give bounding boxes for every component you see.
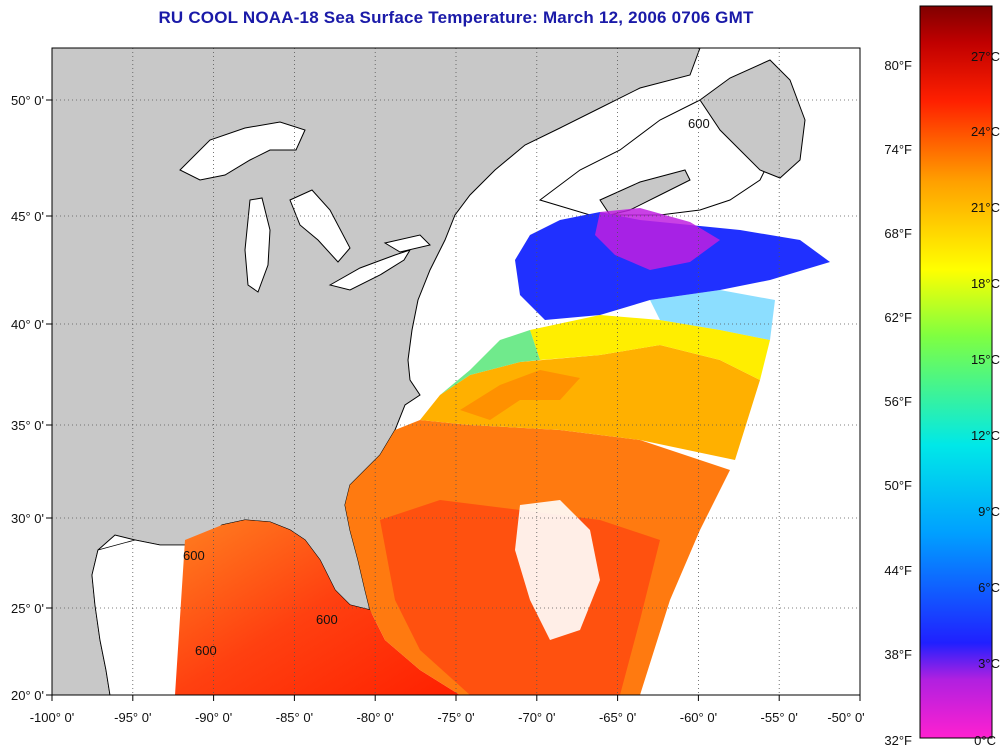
celsius-label: 0°C <box>974 733 996 748</box>
sst-gulf-stream-core <box>460 370 580 420</box>
fahrenheit-label: 62°F <box>884 310 912 325</box>
sst-cold-shelf-green <box>440 330 540 395</box>
lat-tick-label: 20° 0' <box>11 688 44 703</box>
lon-tick-label: -85° 0' <box>276 710 313 725</box>
sst-cloud-patch <box>515 500 600 640</box>
longitude-axis: -100° 0' -95° 0' -90° 0' -85° 0' -80° 0'… <box>30 710 865 725</box>
lon-tick-label: -50° 0' <box>827 710 864 725</box>
contour-label-canada: 600 <box>688 116 710 131</box>
contour-label-yucatan: 600 <box>195 643 217 658</box>
sst-slope-yellow <box>530 315 770 380</box>
lon-tick-label: -80° 0' <box>357 710 394 725</box>
axis-tick-marks <box>46 99 861 701</box>
celsius-label: 21°C <box>971 200 1000 215</box>
contour-label-gulf: 600 <box>183 548 205 563</box>
lon-tick-label: -65° 0' <box>599 710 636 725</box>
lake-huron <box>289 189 351 263</box>
fahrenheit-label: 50°F <box>884 478 912 493</box>
sst-swath-gulf <box>175 520 460 695</box>
contour-label-florida: 600 <box>316 612 338 627</box>
lon-tick-label: -60° 0' <box>680 710 717 725</box>
fahrenheit-label: 80°F <box>884 58 912 73</box>
lat-tick-label: 45° 0' <box>11 209 44 224</box>
sst-coldest-purple <box>595 208 720 270</box>
sst-gulf-stream <box>420 345 760 460</box>
fahrenheit-label: 38°F <box>884 647 912 662</box>
lake-erie-ontario <box>328 234 431 291</box>
celsius-label: 18°C <box>971 276 1000 291</box>
celsius-label: 3°C <box>978 656 1000 671</box>
lat-tick-label: 40° 0' <box>11 317 44 332</box>
colorbar-celsius-ticks: 27°C 24°C 21°C 18°C 15°C 12°C 9°C 6°C 3°… <box>971 49 1000 748</box>
latitude-axis: 20° 0' 25° 0' 30° 0' 35° 0' 40° 0' 45° 0… <box>11 93 44 703</box>
map-title: RU COOL NOAA-18 Sea Surface Temperature:… <box>158 8 754 27</box>
fahrenheit-label: 68°F <box>884 226 912 241</box>
celsius-label: 9°C <box>978 504 1000 519</box>
fahrenheit-label: 74°F <box>884 142 912 157</box>
lake-michigan <box>244 197 271 293</box>
map-grid <box>52 48 860 695</box>
colorbar-fahrenheit-ticks: 80°F 74°F 68°F 62°F 56°F 50°F 44°F 38°F … <box>884 58 912 748</box>
celsius-label: 24°C <box>971 124 1000 139</box>
lat-tick-label: 25° 0' <box>11 601 44 616</box>
sst-gulf-of-maine-cold <box>515 212 830 320</box>
colorbar <box>919 5 993 739</box>
fahrenheit-label: 44°F <box>884 563 912 578</box>
newfoundland <box>699 59 806 179</box>
lon-tick-label: -100° 0' <box>30 710 75 725</box>
lon-tick-label: -55° 0' <box>761 710 798 725</box>
celsius-label: 27°C <box>971 49 1000 64</box>
lat-tick-label: 30° 0' <box>11 511 44 526</box>
lon-tick-label: -70° 0' <box>518 710 555 725</box>
celsius-label: 6°C <box>978 580 1000 595</box>
fahrenheit-label: 56°F <box>884 394 912 409</box>
lon-tick-label: -95° 0' <box>114 710 151 725</box>
lon-tick-label: -90° 0' <box>195 710 232 725</box>
lake-superior <box>179 121 306 181</box>
celsius-label: 15°C <box>971 352 1000 367</box>
celsius-label: 12°C <box>971 428 1000 443</box>
lat-tick-label: 35° 0' <box>11 418 44 433</box>
lon-tick-label: -75° 0' <box>437 710 474 725</box>
fahrenheit-label: 32°F <box>884 733 912 748</box>
lat-tick-label: 50° 0' <box>11 93 44 108</box>
sst-slope-cyan <box>650 290 775 340</box>
